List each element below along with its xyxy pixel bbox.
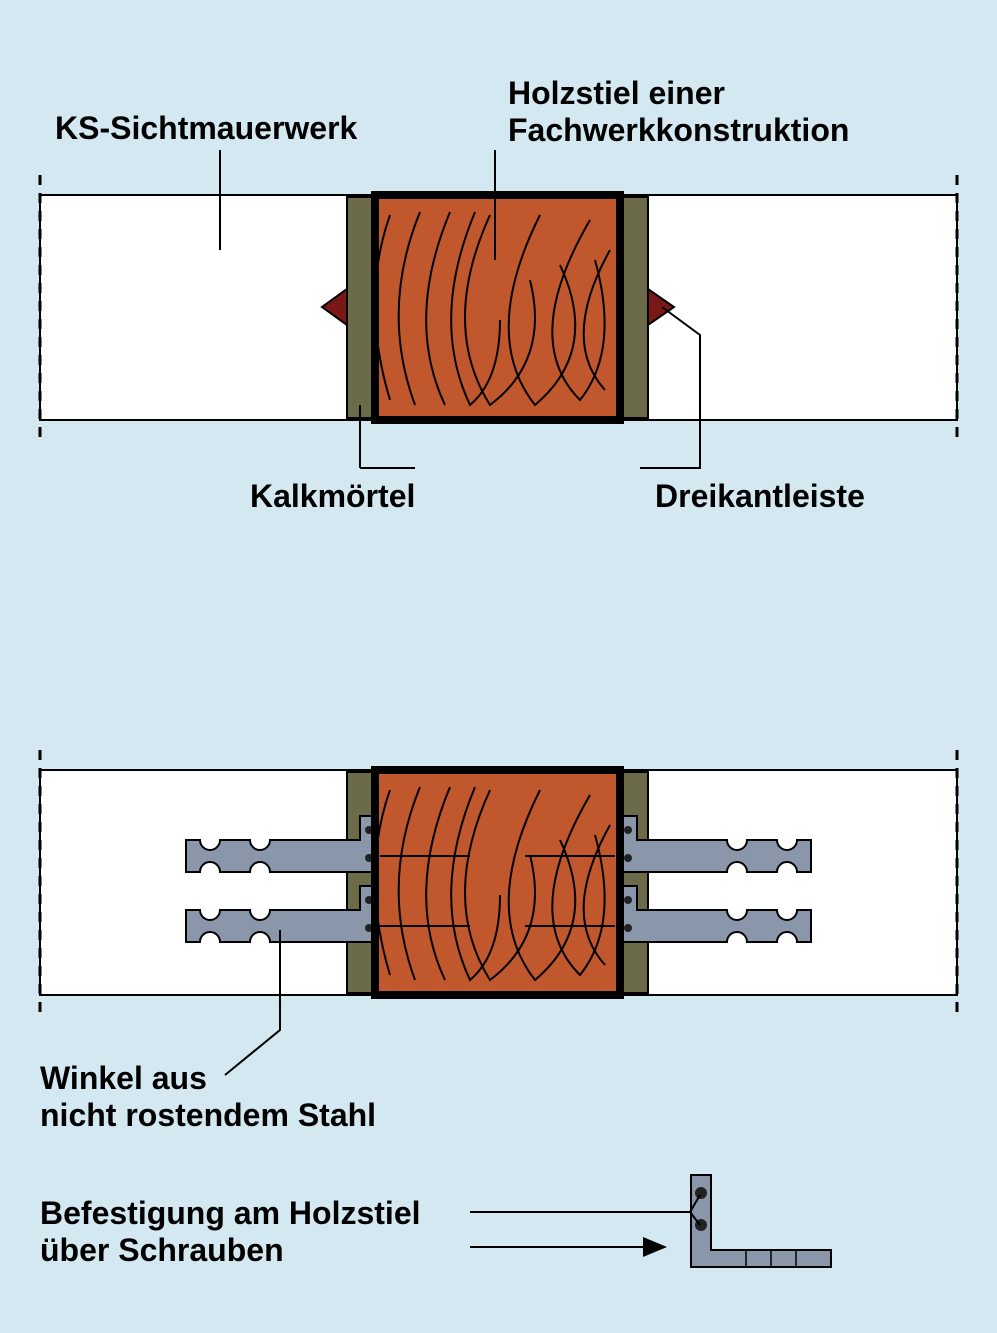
mortar-right-2 (620, 772, 648, 993)
label-holzstiel-line1: Holzstiel einer (508, 75, 725, 111)
label-holzstiel: Holzstiel einer Fachwerkkonstruktion (508, 75, 849, 149)
label-holzstiel-line2: Fachwerkkonstruktion (508, 112, 849, 148)
wood-block-2 (375, 770, 620, 995)
label-winkel-line1: Winkel aus (40, 1060, 207, 1096)
detail-bracket (691, 1175, 831, 1267)
label-befestigung: Befestigung am Holzstiel über Schrauben (40, 1195, 421, 1269)
mortar-left-1 (347, 197, 375, 418)
diagram-1 (40, 175, 957, 440)
label-dreikantleiste: Dreikantleiste (655, 478, 865, 515)
label-befestigung-line1: Befestigung am Holzstiel (40, 1195, 421, 1231)
leader-befestigung (470, 1195, 700, 1247)
label-ks-sichtmauerwerk: KS-Sichtmauerwerk (55, 110, 357, 147)
mortar-left-2 (347, 772, 375, 993)
label-winkel: Winkel aus nicht rostendem Stahl (40, 1060, 376, 1134)
label-winkel-line2: nicht rostendem Stahl (40, 1097, 376, 1133)
mortar-right-1 (620, 197, 648, 418)
label-kalkmoertel: Kalkmörtel (250, 478, 415, 515)
label-befestigung-line2: über Schrauben (40, 1232, 284, 1268)
diagram-2 (40, 750, 957, 1015)
wood-block-1 (375, 195, 620, 420)
